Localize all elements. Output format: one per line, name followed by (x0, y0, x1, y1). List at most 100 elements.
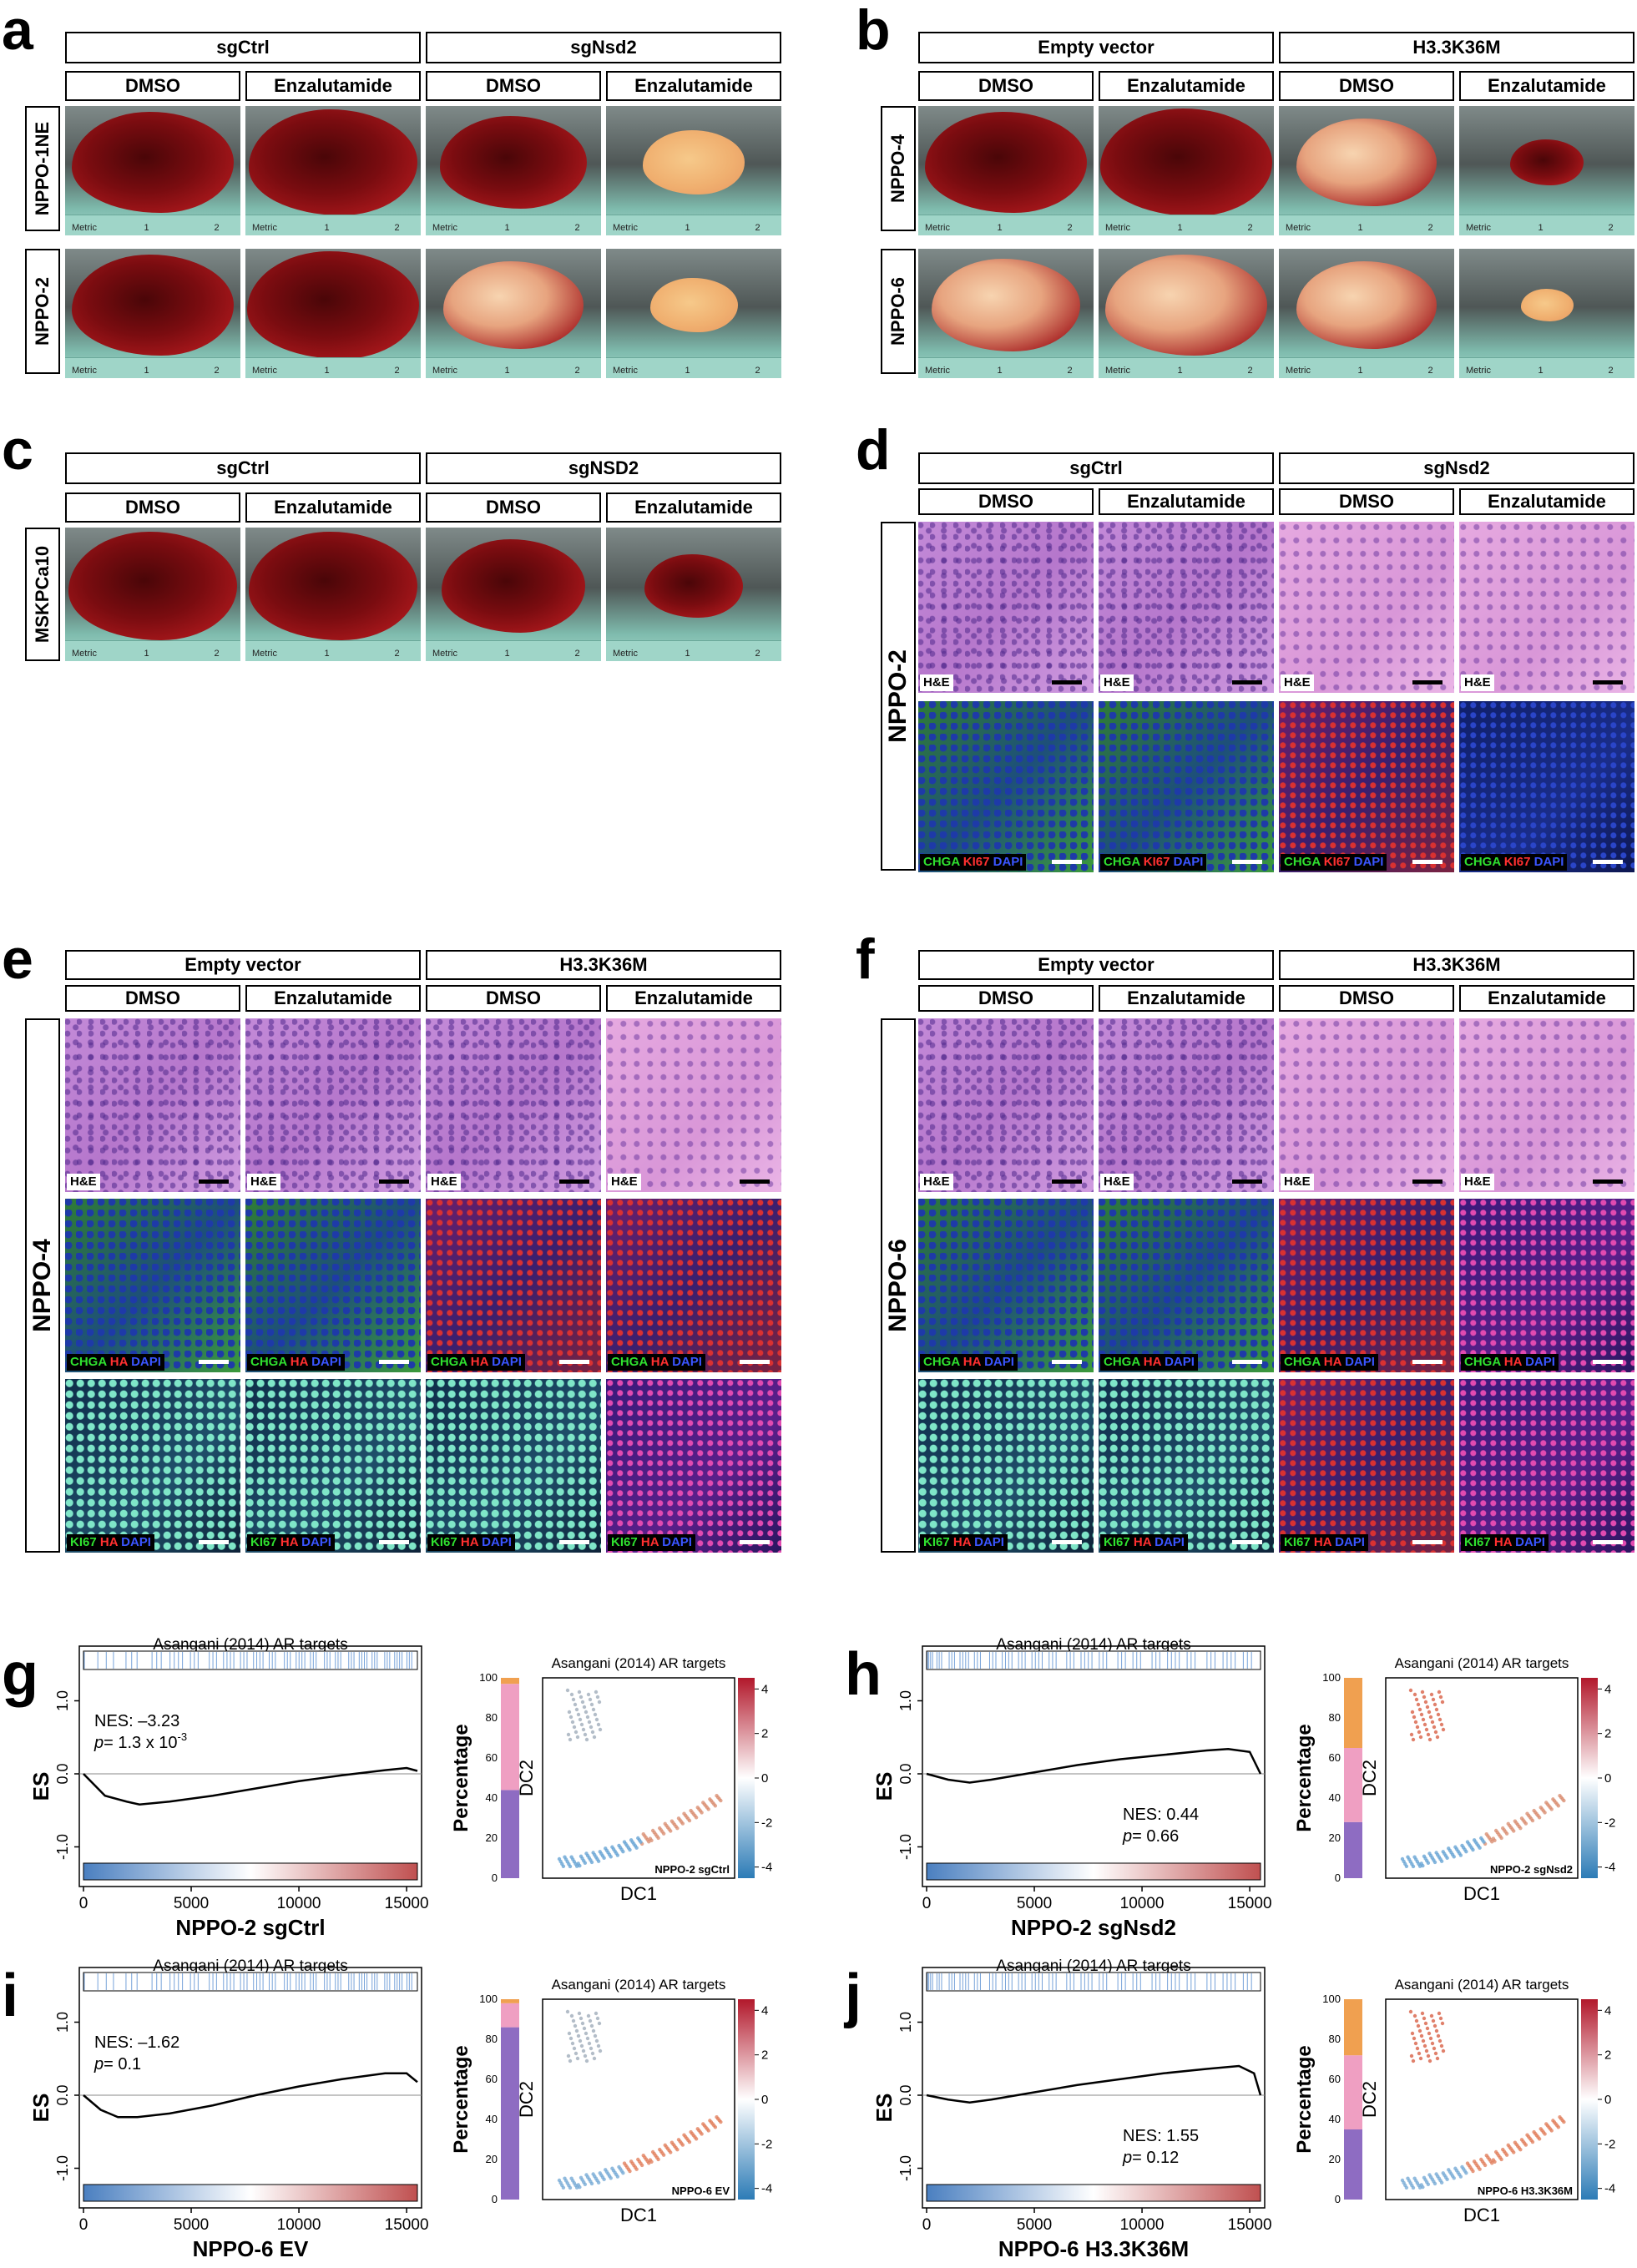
y-tick-label: 40 (1329, 2113, 1341, 2125)
ruler-label: Metric (72, 366, 97, 376)
chart-title: Asangani (2014) AR targets (552, 1655, 726, 1671)
scatter-point (570, 2041, 575, 2046)
x-tick-label: 15000 (385, 2216, 429, 2234)
colorbar-label: 0 (761, 2093, 768, 2107)
row-label: NPPO-6 (881, 1018, 916, 1553)
ruler-tick: 2 (1427, 223, 1433, 233)
scatter-point (577, 2011, 582, 2016)
ruler-label: Metric (613, 223, 638, 233)
scatter-point (1427, 2031, 1432, 2036)
scatter-point (597, 2021, 602, 2026)
scatter-point (1437, 2038, 1442, 2043)
colorbar-label: -2 (1604, 2137, 1615, 2151)
scatter-point (1406, 1855, 1410, 1859)
scatter-point (648, 2158, 653, 2162)
y-tick-label: 20 (486, 2153, 498, 2165)
y-tick-label: 40 (486, 2113, 498, 2125)
scatter-point (589, 2046, 594, 2051)
y-axis-label: DC2 (516, 1760, 537, 1796)
y-tick-label: 20 (1329, 2153, 1341, 2165)
colorbar-label: 0 (1604, 1771, 1611, 1786)
scatter-point (1412, 2036, 1417, 2041)
he-micrograph: H&E (245, 1018, 421, 1192)
y-tick-label: -1.0 (54, 2155, 71, 2181)
scatter-point (1438, 1695, 1443, 1700)
y-tick-label: 1.0 (897, 2012, 914, 2033)
scale-bar (199, 1360, 229, 1364)
scatter-point (1501, 2147, 1505, 2152)
ruler-label: Metric (252, 366, 277, 376)
stain-tag: CHGA HA DAPI (920, 1354, 1018, 1371)
tumor-photo: Metric 1 2 (426, 106, 601, 235)
p-annotation: p= 0.12 (1122, 2149, 1179, 2167)
stain-marker: HA (650, 1355, 669, 1369)
scale-bar (1052, 680, 1082, 684)
scatter-point (1532, 1808, 1536, 1813)
stain-marker: KI67 (1464, 1535, 1491, 1549)
scatter-point (569, 1855, 573, 1859)
scatter-point (1427, 2058, 1432, 2063)
sample-tag: NPPO-2 sgNsd2 (1490, 1863, 1573, 1876)
y-tick-label: 60 (486, 1751, 498, 1764)
ruler-tick: 1 (1357, 223, 1363, 233)
y-axis-label: Percentage (450, 2045, 472, 2153)
group-header: sgCtrl (65, 32, 421, 63)
ruler: Metric 1 2 (1099, 357, 1274, 378)
scatter-point (689, 2129, 693, 2134)
chart-title: Asangani (2014) AR targets (153, 1636, 347, 1654)
scatter-point (577, 1690, 582, 1695)
scatter-point (593, 2033, 598, 2038)
scatter-point (715, 2115, 719, 2119)
y-tick-label: 100 (479, 1993, 498, 2005)
gsea-panel: j Asangani (2014) AR targets 1.0 0.0 -1.0 ES 0… (843, 1957, 1615, 2261)
stain-marker: CHGA (923, 855, 960, 869)
ruler-tick: 2 (1247, 366, 1253, 376)
p-annotation: p= 0.1 (93, 2055, 141, 2074)
stain-marker: HA (640, 1535, 659, 1549)
panel-letter: a (2, 0, 33, 62)
stain-marker: DAPI (1345, 1355, 1375, 1369)
ruler-label: Metric (432, 223, 457, 233)
ruler-label: Metric (1466, 366, 1491, 376)
scatter-point (1501, 1826, 1505, 1831)
y-tick-label: 1.0 (54, 2012, 71, 2033)
ruler-tick: 2 (1427, 366, 1433, 376)
colorbar-label: -4 (761, 2182, 772, 2196)
scatter-point (1412, 2013, 1417, 2018)
y-tick-label: 1.0 (897, 1690, 914, 1711)
scatter-point (1453, 1845, 1458, 1849)
tumor (1296, 260, 1437, 350)
scatter-frame (542, 1677, 735, 1879)
stain-tag: CHGA HA DAPI (67, 1354, 164, 1371)
stain-marker: HA (962, 1355, 981, 1369)
nes-annotation: NES: –3.23 (94, 1712, 179, 1730)
scatter-point (1558, 2115, 1562, 2119)
if-micrograph: KI67 HA DAPI (1459, 1379, 1634, 1553)
colorbar-label: 2 (761, 1727, 768, 1741)
condition-header: DMSO (918, 488, 1094, 515)
scatter-point (1544, 1801, 1549, 1805)
scatter-point (589, 1702, 594, 1707)
scatter-point (1411, 1737, 1416, 1742)
stain-tag: CHGA HA DAPI (427, 1354, 525, 1371)
stain-marker: KI67 (431, 1535, 457, 1549)
plot-frame (922, 1645, 1266, 1887)
tumor (644, 553, 743, 619)
hit-bar (83, 1650, 418, 1670)
if-micrograph: CHGA HA DAPI (426, 1199, 601, 1372)
stain-marker: CHGA (611, 1355, 648, 1369)
row-label: NPPO-6 (881, 249, 916, 374)
scatter-point (1416, 2023, 1421, 2028)
colorbar-label: 4 (1604, 1682, 1611, 1696)
scatter-point (571, 2018, 576, 2023)
scale-bar (1593, 1360, 1623, 1364)
scatter-point (676, 1816, 681, 1821)
scatter-point (566, 1732, 571, 1737)
scatter-point (1408, 1688, 1413, 1693)
scatter-point (580, 2021, 585, 2026)
scatter-point (1422, 1854, 1427, 1859)
colorbar-label: 4 (1604, 2003, 1611, 2018)
scatter-point (1409, 2053, 1414, 2058)
he-micrograph: H&E (1099, 1018, 1274, 1192)
row-label: NPPO-4 (25, 1018, 60, 1553)
